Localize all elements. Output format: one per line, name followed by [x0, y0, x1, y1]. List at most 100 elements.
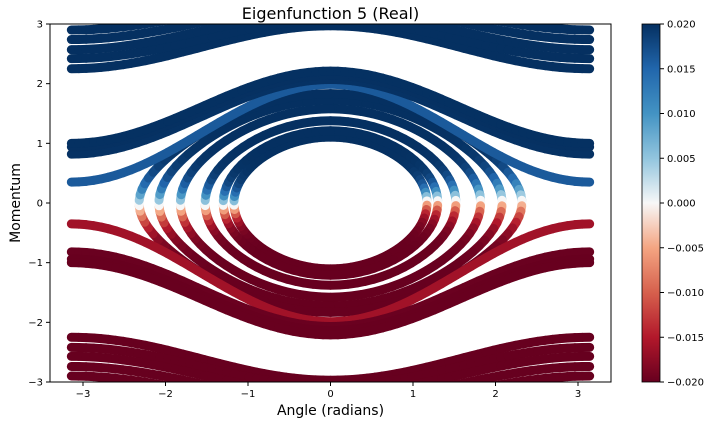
orbit-segment: [301, 392, 308, 393]
orbit-segment: [210, 24, 215, 25]
orbit-segment: [382, 0, 389, 1]
orbit-segment: [165, 381, 171, 382]
orbit-segment: [227, 389, 234, 390]
closed-orbit: [200, 116, 461, 290]
open-orbit: [66, 24, 595, 74]
orbit-segment: [156, 380, 170, 382]
orbit-segment: [360, 399, 367, 400]
orbit-segment: [412, 400, 419, 401]
orbit-segment: [293, 399, 300, 400]
orbit-segment: [434, 388, 441, 390]
orbit-segment: [356, 379, 372, 382]
orbit-segment: [419, 391, 426, 392]
open-orbit: [66, 342, 595, 382]
colorbar-tick-label: −0.020: [667, 378, 704, 389]
orbit-segment: [289, 379, 305, 382]
orbit-segment: [192, 378, 209, 382]
x-tick-label: −2: [158, 389, 173, 400]
orbit-segment: [456, 13, 463, 14]
orbit-segment: [375, 398, 382, 399]
orbit-segment: [148, 24, 164, 28]
orbit-segment: [464, 390, 471, 391]
orbit-segment: [192, 24, 209, 28]
colorbar-tick-label: 0.015: [667, 64, 696, 75]
orbit-segment: [442, 395, 449, 396]
orbit-segment: [471, 389, 478, 390]
open-orbit: [66, 361, 595, 400]
orbit-segment: [182, 389, 189, 390]
orbit-segment: [182, 16, 189, 17]
orbit-segment: [227, 7, 234, 8]
orbit-segment: [165, 24, 171, 25]
orbit-segment: [264, 1, 271, 2]
orbit-segment: [156, 24, 170, 26]
orbit-segment: [249, 401, 256, 402]
orbit-segment: [190, 14, 197, 15]
orbit-segment: [360, 392, 367, 393]
orbit-segment: [245, 380, 258, 382]
orbit-segment: [200, 24, 214, 26]
orbit-segment: [447, 380, 461, 382]
orbit-segment: [190, 390, 197, 391]
orbit-segment: [471, 16, 478, 17]
orbit-segment: [419, 6, 426, 7]
orbit-segment: [256, 403, 263, 404]
orbit-segment: [403, 380, 416, 382]
orbit-segment: [293, 392, 300, 393]
orbit-segment: [403, 381, 406, 382]
orbit-segment: [297, 379, 312, 382]
orbit-segment: [271, 0, 278, 1]
x-tick-label: 1: [410, 389, 416, 400]
orbit-segment: [446, 24, 451, 25]
orbit-segment: [464, 14, 471, 15]
orbit-segment: [456, 392, 463, 393]
orbit-segment: [219, 8, 226, 9]
orbit-segment: [234, 14, 241, 15]
y-tick-label: −3: [28, 378, 43, 389]
x-axis-label: Angle (radians): [277, 403, 384, 419]
orbit-segment: [205, 393, 212, 394]
open-orbit: [66, 332, 595, 382]
orbit-segment: [353, 392, 360, 393]
orbit-segment: [382, 397, 389, 398]
y-axis: −3 −2 −1 0 1 2 3: [28, 20, 50, 389]
orbit-segment: [197, 392, 204, 393]
orbit-segment: [212, 10, 219, 11]
orbit-segment: [281, 378, 298, 382]
orbit-segment: [390, 388, 397, 389]
orbit-segment: [286, 391, 293, 392]
orbit-segment: [210, 381, 215, 382]
orbit-segment: [490, 24, 496, 25]
orbit-segment: [279, 390, 286, 391]
orbit-segment: [264, 396, 271, 397]
orbit-segment: [375, 390, 382, 391]
orbit-segment: [271, 397, 278, 398]
open-orbit: [66, 258, 595, 340]
orbit-segment: [349, 379, 364, 382]
orbit-segment: [197, 13, 204, 14]
y-tick-label: 2: [37, 79, 43, 90]
orbit-segment: [434, 396, 441, 397]
orbit-segment: [234, 6, 241, 7]
open-orbit: [66, 24, 595, 55]
orbit-segment: [442, 10, 449, 11]
orbit-segment: [397, 403, 404, 404]
orbit-segment: [434, 17, 441, 19]
orbit-segment: [427, 7, 434, 8]
orbit-segment: [447, 24, 461, 26]
y-tick-label: −2: [28, 318, 43, 329]
orbit-segment: [446, 381, 451, 382]
orbit-segment: [242, 400, 249, 401]
orbit-segment: [479, 387, 486, 388]
orbit-segment: [271, 389, 278, 390]
orbit-segment: [219, 388, 226, 390]
colorbar-tick-label: 0.005: [667, 154, 696, 165]
plot-area: [66, 0, 595, 404]
colorbar-tick-label: −0.010: [667, 288, 704, 299]
orbit-segment: [452, 24, 469, 28]
orbit-segment: [449, 11, 456, 12]
chart-title: Eigenfunction 5 (Real): [242, 4, 419, 23]
orbit-segment: [434, 8, 441, 9]
y-axis-label: Momentum: [8, 163, 24, 243]
